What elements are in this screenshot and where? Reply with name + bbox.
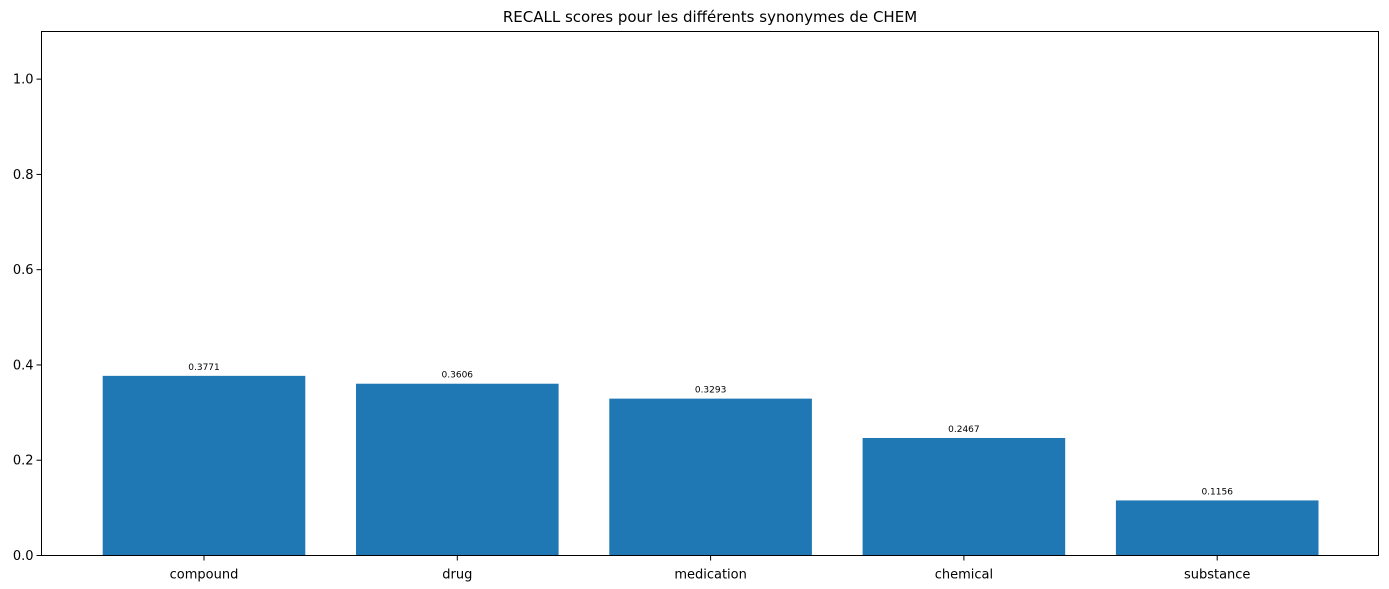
x-axis: compound drug medication chemical substance (170, 555, 1251, 583)
x-tick-label-compound: compound (170, 568, 239, 583)
bars-layer (102, 375, 1319, 556)
x-tick-label-medication: medication (674, 568, 747, 583)
data-label-compound: 0.3771 (188, 363, 220, 373)
data-label-chemical: 0.2467 (948, 425, 980, 435)
data-label-medication: 0.3293 (695, 386, 727, 396)
x-tick-label-drug: drug (442, 568, 472, 583)
bar-drug (356, 383, 559, 556)
y-tick-label: 0.6 (13, 263, 34, 278)
y-tick-label: 0.4 (13, 358, 34, 373)
data-labels-layer: 0.3771 0.3606 0.3293 0.2467 0.1156 (188, 363, 1233, 498)
bar-medication (609, 398, 812, 556)
data-label-substance: 0.1156 (1201, 487, 1233, 497)
data-label-drug: 0.3606 (442, 371, 474, 381)
y-tick-label: 0.0 (13, 549, 34, 564)
bar-compound (102, 375, 306, 556)
bar-chemical (862, 437, 1066, 556)
y-tick-label: 0.2 (13, 454, 34, 469)
x-tick-label-chemical: chemical (935, 568, 993, 583)
chart-title: RECALL scores pour les différents synony… (503, 8, 917, 26)
x-tick-label-substance: substance (1184, 568, 1251, 583)
bar-substance (1115, 500, 1319, 556)
plot-frame (41, 31, 1379, 556)
y-tick-label: 1.0 (13, 73, 34, 88)
y-axis: 0.0 0.2 0.4 0.6 0.8 1.0 (13, 73, 42, 564)
y-tick-label: 0.8 (13, 168, 34, 183)
